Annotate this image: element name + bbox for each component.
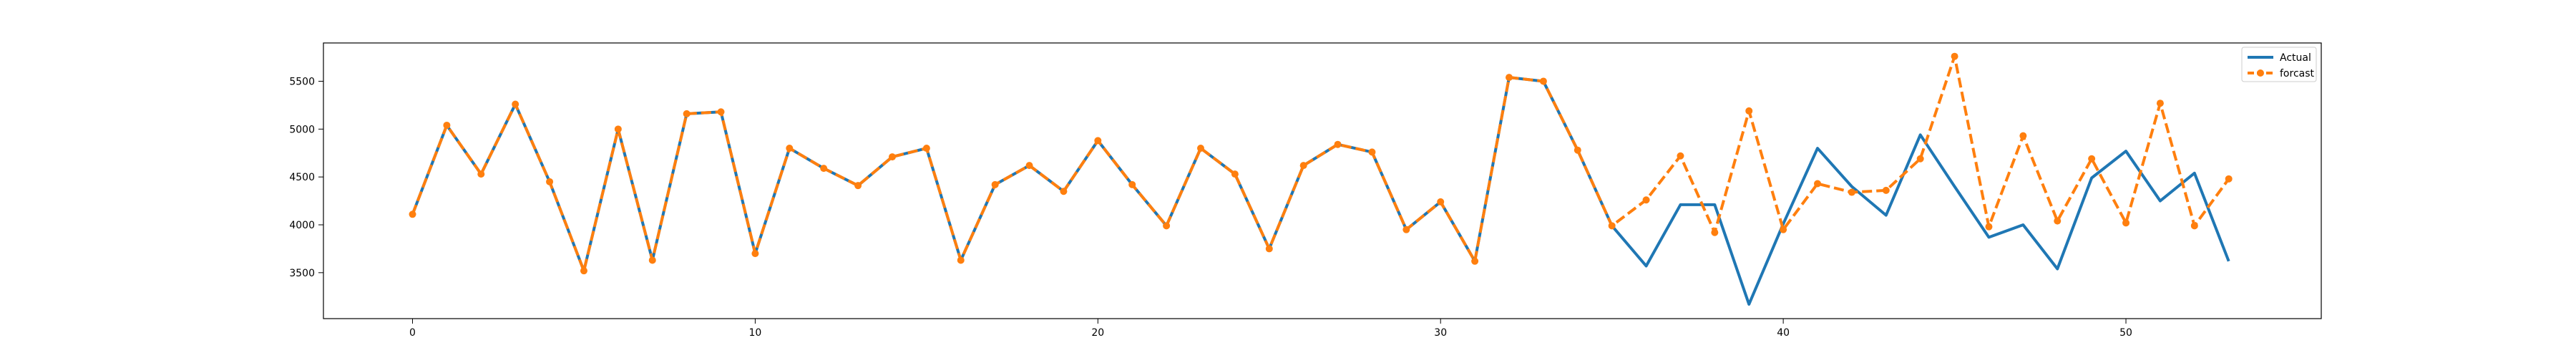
- x-tick-label: 40: [1777, 327, 1790, 339]
- data-point: [477, 170, 485, 178]
- data-point: [1916, 155, 1924, 163]
- data-point: [1574, 146, 1581, 154]
- data-point: [751, 250, 759, 258]
- data-point: [1196, 145, 1204, 153]
- data-point: [1402, 226, 1410, 233]
- data-point: [512, 100, 519, 108]
- data-point: [1265, 245, 1273, 253]
- data-point: [2019, 132, 2027, 140]
- plot-area: [323, 43, 2321, 319]
- data-point: [1848, 188, 1855, 196]
- data-point: [580, 267, 587, 275]
- legend-label: forcast: [2280, 68, 2315, 79]
- y-tick-label: 5000: [289, 124, 315, 135]
- data-point: [2122, 219, 2130, 227]
- data-point: [854, 182, 862, 190]
- data-point: [991, 180, 999, 188]
- data-point: [1025, 162, 1033, 170]
- x-tick-label: 50: [2119, 327, 2132, 339]
- x-tick-label: 20: [1091, 327, 1104, 339]
- data-point: [1539, 77, 1547, 85]
- data-point: [1128, 180, 1136, 188]
- data-point: [614, 125, 622, 133]
- data-point: [2054, 217, 2062, 225]
- y-tick-label: 3500: [289, 268, 315, 279]
- data-point: [957, 256, 965, 264]
- data-point: [1642, 196, 1650, 204]
- series-line-forcast: [411, 54, 2230, 273]
- data-point: [717, 108, 725, 116]
- data-point: [1985, 223, 1993, 231]
- data-point: [1506, 74, 1513, 82]
- x-axis: 0 10 20 30 40 50: [409, 319, 2132, 339]
- plot-frame: [323, 42, 2322, 319]
- data-point: [648, 256, 656, 264]
- data-point: [1814, 180, 1822, 188]
- legend-marker: [2257, 69, 2264, 77]
- data-point: [1368, 148, 1376, 156]
- data-point: [820, 165, 828, 173]
- data-point: [1163, 222, 1171, 230]
- data-point: [1334, 140, 1342, 148]
- data-point: [1437, 198, 1445, 205]
- legend-label: Actual: [2280, 52, 2311, 64]
- data-point: [922, 145, 930, 153]
- data-point: [1745, 107, 1753, 115]
- data-point: [1231, 170, 1239, 178]
- data-point: [2156, 100, 2164, 107]
- data-point: [546, 178, 554, 185]
- data-point: [1608, 222, 1616, 230]
- y-tick-label: 5500: [289, 76, 315, 87]
- data-point: [683, 110, 691, 117]
- data-point: [2088, 155, 2096, 163]
- y-tick-label: 4500: [289, 172, 315, 183]
- data-point: [1780, 226, 1787, 233]
- y-tick-label: 4000: [289, 220, 315, 231]
- data-point: [888, 153, 896, 161]
- x-tick-label: 10: [749, 327, 762, 339]
- data-point: [1299, 162, 1307, 170]
- data-point: [2190, 222, 2198, 230]
- data-point: [1882, 186, 1890, 194]
- data-point: [1094, 137, 1102, 145]
- data-point: [443, 121, 451, 129]
- series-layer: [409, 52, 2233, 306]
- data-point: [1677, 152, 1684, 160]
- x-tick-label: 0: [409, 327, 416, 339]
- data-point: [1951, 52, 1958, 60]
- data-point: [1711, 228, 1719, 236]
- data-point: [1060, 188, 1068, 195]
- data-point: [1471, 257, 1479, 265]
- data-point: [786, 145, 794, 153]
- data-point: [2225, 175, 2233, 183]
- y-axis: 3500 4000 4500 5000 5500: [289, 76, 323, 279]
- legend: Actual forcast: [2241, 47, 2317, 82]
- data-point: [409, 211, 416, 218]
- x-tick-label: 30: [1434, 327, 1447, 339]
